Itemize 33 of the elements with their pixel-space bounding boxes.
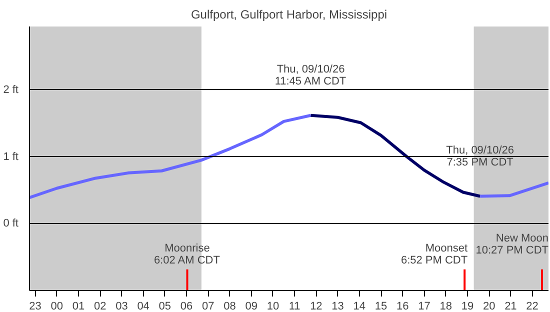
y-tick-label: 2 ft [3, 84, 19, 96]
x-tick-label: 19 [461, 300, 474, 312]
x-tick-label: 21 [504, 300, 517, 312]
x-tick-label: 14 [353, 300, 366, 312]
x-tick-label: 02 [94, 300, 106, 312]
y-tick-label: 1 ft [3, 150, 19, 163]
x-tick-label: 23 [29, 300, 42, 312]
x-tick-label: 06 [180, 300, 193, 312]
x-tick-label: 07 [202, 300, 214, 312]
x-tick-label: 11 [288, 300, 300, 312]
x-tick-label: 08 [224, 300, 236, 312]
annotation: Thu, 09/10/26 7:35 PM CDT [446, 144, 514, 168]
ref-line-label: Moonrise 6:02 AM CDT [154, 242, 220, 266]
x-tick-label: 04 [137, 300, 150, 312]
x-tick-label: 13 [332, 300, 344, 312]
x-tick-label: 09 [245, 300, 258, 312]
annotation: Thu, 09/10/26 11:45 AM CDT [274, 63, 346, 88]
x-tick-label: 18 [440, 300, 452, 312]
x-tick-label: 22 [526, 300, 538, 312]
x-tick-label: 15 [374, 300, 388, 312]
x-tick-label: 16 [396, 300, 409, 312]
ref-line-label: Moonset 6:52 PM CDT [400, 242, 468, 266]
x-tick-label: 05 [158, 300, 172, 312]
x-tick-label: 17 [418, 300, 430, 312]
chart-title: Gulfport, Gulfport Harbor, Mississippi [190, 8, 388, 22]
x-tick-label: 03 [116, 300, 128, 312]
x-tick-label: 12 [310, 300, 322, 312]
x-tick-label: 00 [50, 300, 64, 312]
x-tick-label: 20 [482, 300, 496, 312]
x-tick-label: 01 [72, 300, 85, 312]
y-tick-label: 0 ft [3, 218, 19, 230]
x-tick-label: 10 [266, 300, 280, 312]
ref-line-label: New Moon 10:27 PM CDT [476, 232, 549, 256]
